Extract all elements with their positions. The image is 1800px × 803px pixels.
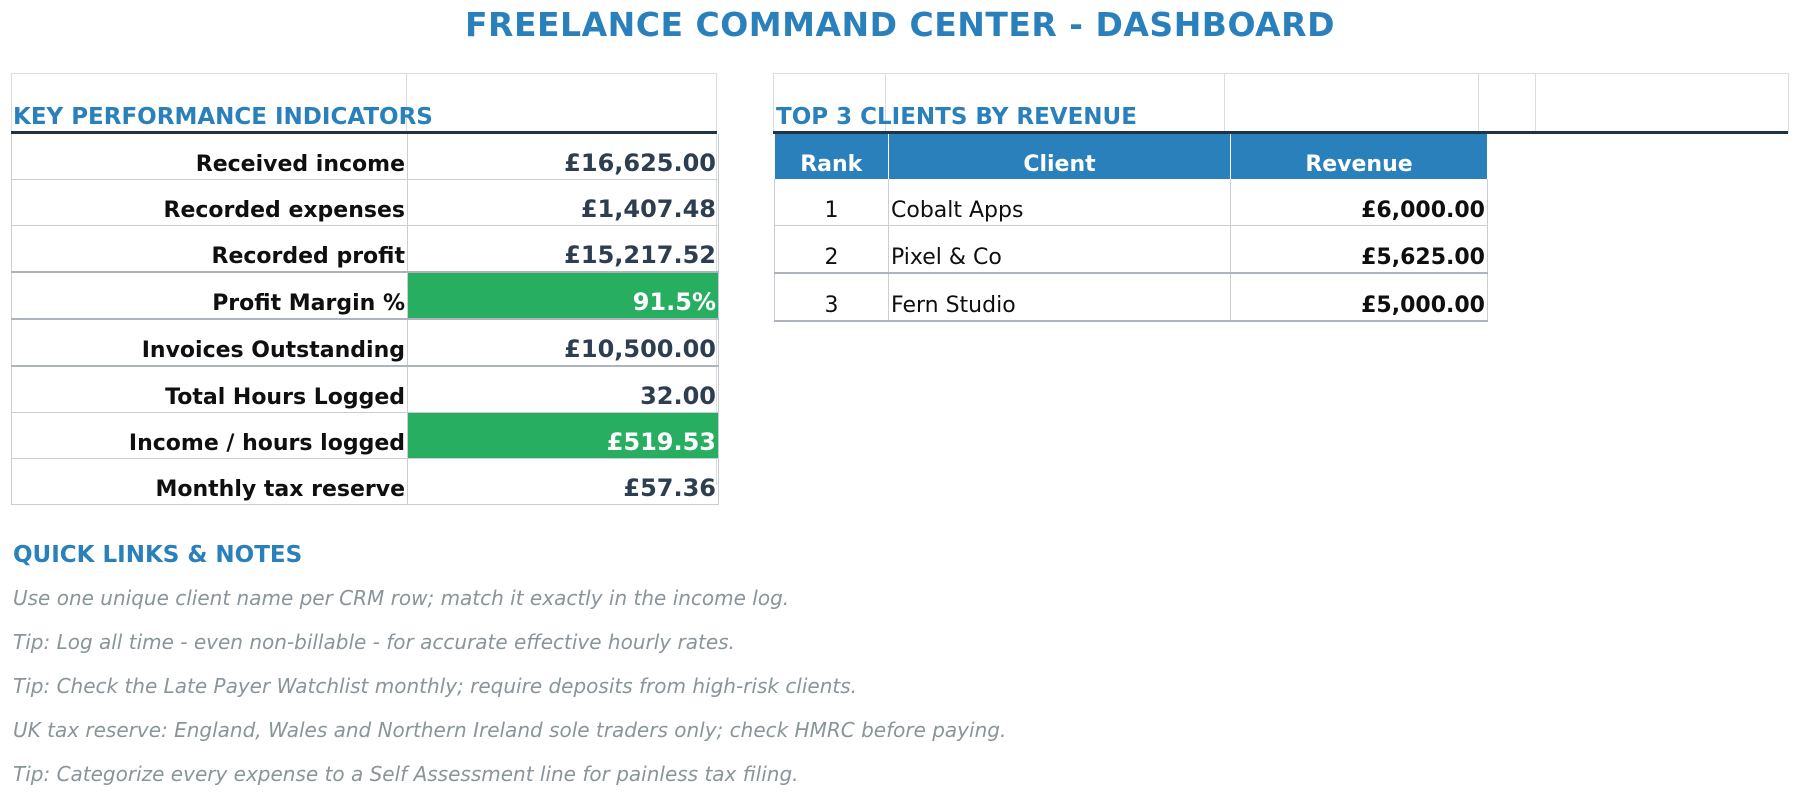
kpi-row: Recorded profit £15,217.52 (11, 225, 719, 273)
kpi-label[interactable]: Recorded profit (11, 225, 408, 273)
kpi-label[interactable]: Profit Margin % (11, 272, 408, 320)
kpi-label[interactable]: Received income (11, 134, 408, 180)
table-row: 1 Cobalt Apps £6,000.00 (774, 179, 1488, 226)
client-name[interactable]: Pixel & Co (888, 225, 1231, 274)
column-header-client[interactable]: Client (888, 134, 1231, 179)
kpi-row: Profit Margin % 91.5% (11, 272, 719, 320)
kpi-value[interactable]: £15,217.52 (407, 225, 719, 273)
note-item: Use one unique client name per CRM row; … (13, 586, 790, 610)
kpi-table: Received income £16,625.00 Recorded expe… (11, 134, 719, 505)
client-name[interactable]: Fern Studio (888, 273, 1231, 322)
kpi-row: Recorded expenses £1,407.48 (11, 179, 719, 226)
kpi-label[interactable]: Income / hours logged (11, 412, 408, 459)
column-header-rank[interactable]: Rank (774, 134, 889, 179)
client-rank[interactable]: 2 (774, 225, 889, 274)
kpi-label[interactable]: Recorded expenses (11, 179, 408, 226)
kpi-row: Income / hours logged £519.53 (11, 412, 719, 459)
client-revenue[interactable]: £5,625.00 (1230, 225, 1488, 274)
table-header-row: Rank Client Revenue (774, 134, 1488, 179)
table-row: 3 Fern Studio £5,000.00 (774, 273, 1488, 322)
note-item: Tip: Log all time - even non-billable - … (13, 630, 735, 654)
kpi-heading: KEY PERFORMANCE INDICATORS (13, 104, 433, 130)
client-rank[interactable]: 3 (774, 273, 889, 322)
kpi-value[interactable]: £16,625.00 (407, 134, 719, 180)
top-clients-table: Rank Client Revenue 1 Cobalt Apps £6,000… (774, 134, 1488, 322)
note-item: Tip: Categorize every expense to a Self … (13, 762, 799, 786)
note-item: Tip: Check the Late Payer Watchlist mont… (13, 674, 858, 698)
client-name[interactable]: Cobalt Apps (888, 179, 1231, 226)
kpi-value[interactable]: 32.00 (407, 366, 719, 413)
client-revenue[interactable]: £6,000.00 (1230, 179, 1488, 226)
table-row: 2 Pixel & Co £5,625.00 (774, 225, 1488, 274)
kpi-value-highlighted[interactable]: 91.5% (407, 272, 719, 320)
client-rank[interactable]: 1 (774, 179, 889, 226)
kpi-value[interactable]: £1,407.48 (407, 179, 719, 226)
kpi-row: Invoices Outstanding £10,500.00 (11, 319, 719, 367)
dashboard-title: FREELANCE COMMAND CENTER - DASHBOARD (465, 5, 1335, 44)
kpi-label[interactable]: Monthly tax reserve (11, 458, 408, 505)
notes-heading: QUICK LINKS & NOTES (13, 542, 303, 568)
column-header-revenue[interactable]: Revenue (1230, 134, 1488, 179)
kpi-row: Received income £16,625.00 (11, 134, 719, 180)
kpi-value-highlighted[interactable]: £519.53 (407, 412, 719, 459)
kpi-label[interactable]: Total Hours Logged (11, 366, 408, 413)
kpi-row: Total Hours Logged 32.00 (11, 366, 719, 413)
kpi-row: Monthly tax reserve £57.36 (11, 458, 719, 505)
kpi-value[interactable]: £57.36 (407, 458, 719, 505)
note-item: UK tax reserve: England, Wales and North… (13, 718, 1007, 742)
client-revenue[interactable]: £5,000.00 (1230, 273, 1488, 322)
kpi-heading-rule (11, 131, 717, 134)
notes-list: Use one unique client name per CRM row; … (13, 583, 1006, 803)
kpi-label[interactable]: Invoices Outstanding (11, 319, 408, 367)
top-clients-heading: TOP 3 CLIENTS BY REVENUE (776, 104, 1137, 130)
kpi-value[interactable]: £10,500.00 (407, 319, 719, 367)
top-clients-heading-rule (773, 131, 1788, 134)
